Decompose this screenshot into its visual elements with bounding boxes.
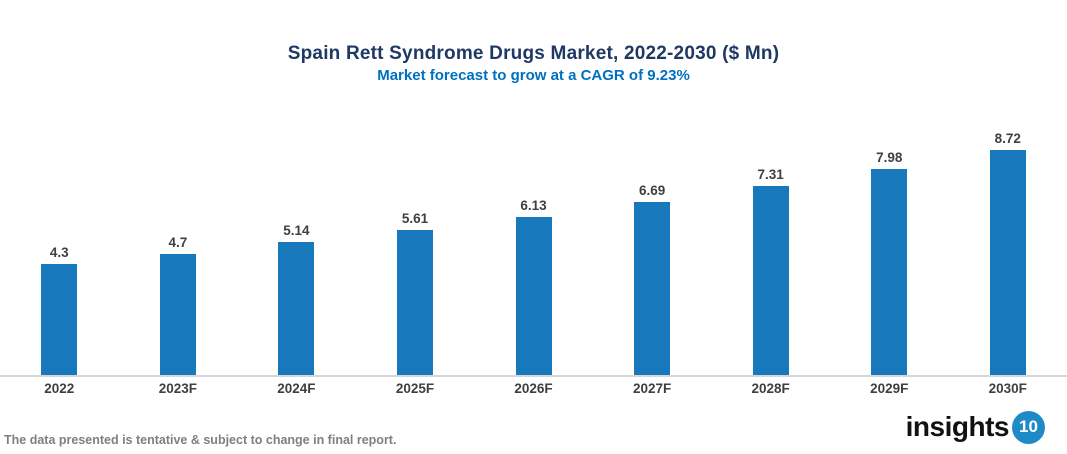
bar-value-label: 6.13 xyxy=(520,198,547,213)
x-axis-label: 2025F xyxy=(395,381,435,396)
bar-column: 6.69 xyxy=(593,183,712,375)
bar-value-label: 4.7 xyxy=(168,235,188,250)
bar-value-label: 7.98 xyxy=(876,150,903,165)
chart-title: Spain Rett Syndrome Drugs Market, 2022-2… xyxy=(287,43,780,64)
bar-column: 4.7 xyxy=(119,235,238,375)
insights10-logo: insights 10 xyxy=(906,410,1045,444)
x-axis-label: 2026F xyxy=(514,381,553,396)
logo-text: insights xyxy=(905,411,1010,442)
x-axis-label: 2024F xyxy=(277,381,316,396)
bar-column: 5.14 xyxy=(237,223,356,375)
bar-value-label: 4.3 xyxy=(49,245,69,260)
bar-column: 7.98 xyxy=(830,150,949,375)
plot-area: 4.3 4.7 5.14 5.61 6.13 6.69 7.31 7.98 8.72 xyxy=(0,110,1067,377)
disclaimer-text: The data presented is tentative & subjec… xyxy=(4,433,397,447)
bar-value-label: 5.61 xyxy=(401,211,429,226)
x-axis-label: 2029F xyxy=(870,381,909,396)
bar xyxy=(41,264,78,375)
chart-subtitle: Market forecast to grow at a CAGR of 9.2… xyxy=(377,67,690,84)
bar-column: 8.72 xyxy=(949,131,1067,375)
x-axis-label: 2027F xyxy=(632,381,672,396)
bar xyxy=(634,202,671,375)
x-axis-labels: 2022 2023F 2024F 2025F 2026F 2027F 2028F 2029F 2… xyxy=(0,381,1067,396)
bar xyxy=(989,150,1026,375)
bar-value-label: 5.14 xyxy=(283,223,310,238)
bar-value-label: 7.31 xyxy=(757,167,784,182)
bar-value-label: 6.69 xyxy=(638,183,666,198)
bar xyxy=(515,217,552,375)
bar-column: 6.13 xyxy=(474,198,593,375)
bar xyxy=(278,242,315,375)
bar xyxy=(752,186,789,375)
bar xyxy=(871,169,908,375)
x-axis-label: 2023F xyxy=(158,381,197,396)
logo-number-badge: 10 xyxy=(1012,410,1045,444)
x-axis-label: 2022 xyxy=(44,381,75,396)
bar-column: 7.31 xyxy=(711,167,830,375)
x-axis-label: 2028F xyxy=(751,381,790,396)
bar xyxy=(159,254,196,375)
bar xyxy=(396,230,433,375)
x-axis-label: 2030F xyxy=(988,381,1027,396)
bar-column: 5.61 xyxy=(356,211,475,375)
bar-value-label: 8.72 xyxy=(994,131,1021,146)
bar-column: 4.3 xyxy=(0,245,119,375)
